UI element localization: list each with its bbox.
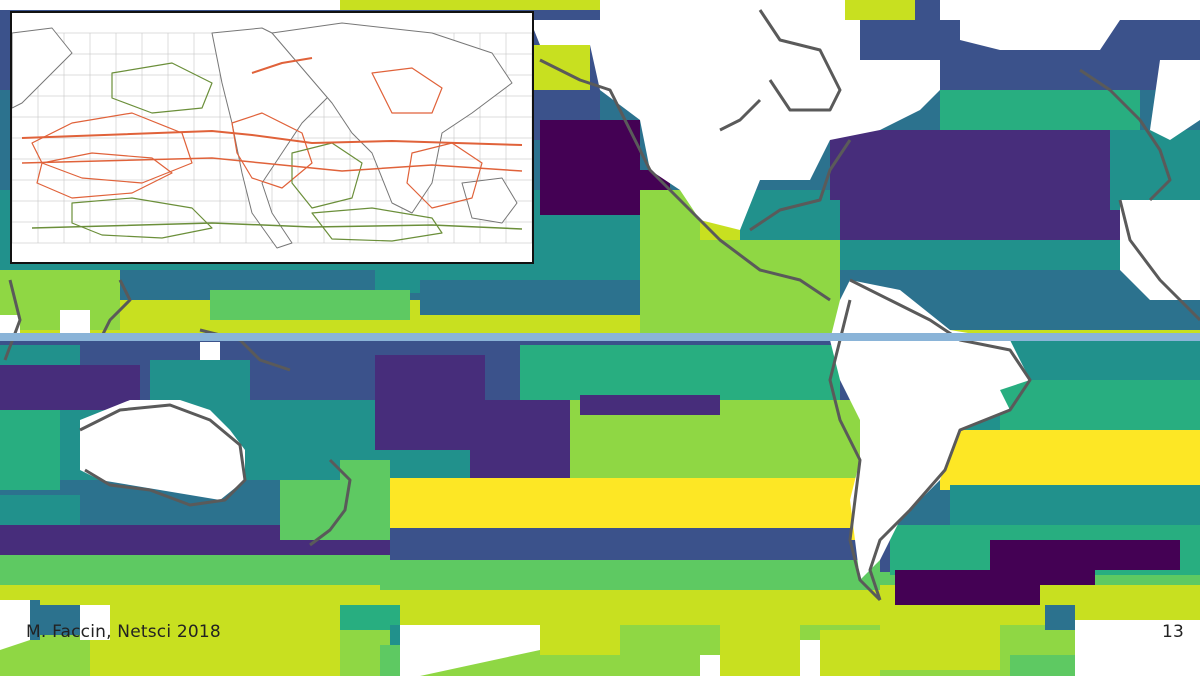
equatorial-countercurrent (21, 157, 523, 172)
current-gyre (71, 197, 213, 239)
antarctic-landmass (400, 625, 540, 676)
region-block (845, 0, 915, 20)
region-block (530, 45, 590, 90)
equator-line (0, 333, 1200, 341)
africa-landmass (1120, 200, 1200, 300)
region-block (520, 345, 840, 400)
landmass (60, 310, 90, 335)
equatorial-current (21, 130, 523, 146)
inset-asia-west (11, 27, 73, 109)
inset-australia (461, 177, 518, 224)
current-gyre (111, 62, 213, 114)
region-block (380, 560, 880, 590)
coastline (758, 9, 842, 112)
region-block (580, 395, 720, 415)
region-block (40, 605, 80, 635)
region-block (1045, 605, 1075, 630)
coastline (79, 403, 247, 507)
current-gyre (36, 152, 173, 199)
coastline (749, 139, 852, 232)
landmass (0, 600, 30, 650)
region-block (340, 0, 600, 10)
current-gyre (31, 112, 193, 184)
coastline (719, 98, 762, 132)
greenland-landmass (940, 0, 1200, 50)
landmass (80, 605, 110, 640)
region-block (880, 610, 1000, 670)
region-block (380, 645, 400, 676)
australia-landmass (80, 400, 245, 500)
region-block (990, 540, 1180, 570)
coastline (98, 279, 132, 341)
region-block (1000, 380, 1200, 430)
inset-ocean-currents-map (10, 11, 534, 264)
arctic-landmass (0, 0, 340, 10)
region-block (210, 290, 410, 320)
page-number: 13 (1161, 622, 1184, 642)
landmass (200, 342, 220, 360)
current-gyre (311, 207, 443, 242)
current-gyre (371, 67, 443, 114)
region-block (1010, 655, 1075, 676)
coastline (828, 299, 882, 602)
ocean-currents-icon (11, 22, 533, 249)
coastline (849, 278, 1032, 601)
landmass (700, 655, 720, 676)
coastline (1118, 199, 1200, 322)
region-block (880, 135, 1110, 225)
region-block (375, 355, 485, 450)
gulf-stream (251, 57, 313, 74)
region-block (260, 625, 340, 676)
inset-eurasia-africa (271, 22, 513, 214)
north-america-landmass (530, 0, 940, 230)
coastlines (3, 9, 1200, 602)
region-block (0, 495, 80, 525)
coastline (1079, 68, 1172, 202)
coastline (309, 458, 352, 547)
circumpolar-current (31, 222, 523, 230)
coastline (539, 58, 831, 302)
current-gyre (231, 112, 313, 189)
region-block (0, 410, 60, 490)
region-block (90, 625, 260, 676)
region-block (940, 430, 1200, 490)
coastline (3, 279, 22, 361)
author-credit: M. Faccin, Netsci 2018 (26, 622, 221, 642)
region-block (940, 90, 1140, 130)
current-gyre (291, 142, 363, 209)
region-block (720, 625, 800, 676)
antarctic-landmass (1075, 620, 1200, 676)
region-block (820, 630, 880, 676)
region-block (540, 625, 620, 655)
region-block (540, 120, 640, 215)
region-block (0, 365, 140, 410)
south-america-landmass (830, 280, 1030, 580)
landmass (800, 640, 820, 676)
europe-landmass (1150, 60, 1200, 140)
region-block (950, 485, 1200, 525)
region-block (0, 345, 80, 365)
